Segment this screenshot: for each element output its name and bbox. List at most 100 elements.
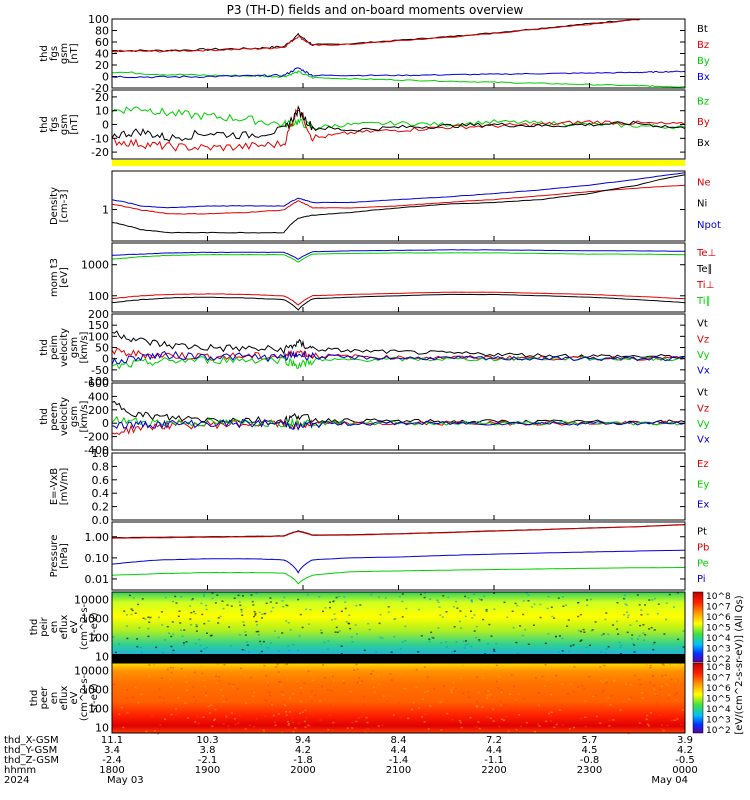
- spectrogram-pixel: [192, 686, 195, 688]
- xaxis-value-z: -0.5: [675, 755, 695, 766]
- spectrogram-pixel: [177, 615, 180, 618]
- spectrogram-pixel: [427, 728, 430, 730]
- spectrogram-pixel: [281, 600, 284, 602]
- spectrogram-pixel: [493, 648, 495, 651]
- spectrogram-pixel: [442, 714, 445, 716]
- spectrogram-pixel: [401, 616, 404, 618]
- ylabel-fgs_gsm_components: gsm: [59, 114, 70, 135]
- ytick-label: -100: [84, 375, 109, 388]
- spectrogram-pixel: [460, 726, 463, 729]
- spectrogram-pixel: [424, 666, 426, 668]
- spectrogram-pixel: [335, 596, 338, 599]
- legend-pressure-0: Pt: [697, 527, 707, 538]
- spectrogram-pixel: [527, 600, 530, 602]
- spectrogram-pixel: [285, 711, 288, 713]
- spectrogram-pixel: [171, 652, 174, 654]
- spectrogram-pixel: [243, 624, 246, 626]
- spectrogram-pixel: [557, 597, 560, 599]
- spectrogram-pixel: [644, 604, 646, 606]
- spectrogram-pixel: [509, 693, 512, 695]
- panel-frame-pressure: [111, 521, 686, 591]
- spectrogram-pixel: [345, 621, 348, 623]
- spectrogram-pixel: [629, 624, 632, 626]
- spectrogram-pixel: [538, 725, 541, 727]
- spectrogram-pixel: [248, 724, 251, 727]
- spectrogram-pixel: [588, 675, 591, 678]
- spectrogram-pixel: [184, 702, 187, 704]
- spectrogram-pixel: [329, 714, 331, 716]
- spectrogram-pixel: [170, 635, 173, 638]
- spectrogram-pixel: [537, 692, 540, 694]
- spectrogram-pixel: [567, 619, 570, 621]
- ylabel-peir_en_eflux: (cm^2-s-: [79, 603, 90, 650]
- spectrogram-pixel: [278, 681, 280, 683]
- spectrogram-pixel: [215, 675, 218, 677]
- spectrogram-pixel: [256, 624, 259, 626]
- spectrogram-pixel: [624, 603, 627, 605]
- spectrogram-pixel: [668, 593, 671, 596]
- xaxis-value-y: 3.4: [104, 745, 120, 756]
- spectrogram-pixel: [585, 646, 588, 649]
- legend-electric_field-2: Ex: [697, 500, 709, 511]
- spectrogram-pixel: [680, 723, 683, 726]
- xaxis-value-y: 4.2: [677, 745, 693, 756]
- spectrogram-pixel: [512, 626, 515, 629]
- spectrogram-pixel: [330, 689, 333, 692]
- spectrogram-pixel: [266, 681, 269, 683]
- spectrogram-pixel: [262, 640, 265, 643]
- spectrogram-pixel: [480, 599, 483, 601]
- spectrogram-pixel: [467, 691, 470, 694]
- spectrogram-pixel: [320, 632, 323, 634]
- spectrogram-pixel: [157, 732, 159, 735]
- ytick-label: 0.6: [92, 474, 110, 487]
- spectrogram-pixel: [274, 721, 276, 723]
- spectrogram-pixel: [662, 729, 665, 732]
- spectrogram-pixel: [236, 688, 239, 690]
- ytick-label: 0.4: [92, 487, 110, 500]
- spectrogram-pixel: [304, 709, 307, 712]
- spectrogram-pixel: [112, 636, 115, 638]
- ytick-label: 0.10: [85, 552, 110, 565]
- spectrogram-pixel: [283, 701, 286, 703]
- spectrogram-pixel: [515, 641, 518, 644]
- spectrogram-pixel: [170, 645, 173, 648]
- spectrogram-pixel: [469, 716, 472, 719]
- spectrogram-pixel: [649, 664, 652, 667]
- spectrogram-pixel: [125, 671, 128, 674]
- ytick-label: 600: [88, 377, 109, 390]
- spectrogram-pixel: [245, 702, 247, 704]
- spectrogram-pixel: [424, 592, 426, 594]
- legend-electric_field-1: Ey: [697, 479, 709, 490]
- spectrogram-pixel: [638, 722, 641, 724]
- spectrogram-pixel: [262, 729, 265, 731]
- spectrogram-pixel: [665, 618, 668, 621]
- xaxis-value-date: May 03: [107, 775, 144, 786]
- colorbar-top: [692, 591, 704, 663]
- spectrogram-pixel: [475, 705, 478, 707]
- spectrogram-pixel: [377, 725, 380, 727]
- xaxis-value-z: -1.8: [293, 755, 313, 766]
- legend-fgs_gsm_total-2: By: [697, 56, 710, 67]
- spectrogram-pixel: [499, 700, 502, 703]
- spectrogram-pixel: [194, 721, 197, 723]
- spectrogram-pixel: [515, 728, 518, 731]
- ytick-label: -50: [91, 364, 109, 377]
- spectrogram-pixel: [577, 602, 579, 604]
- ylabel-peem_velocity: peem: [49, 402, 60, 430]
- spectrogram-pixel: [215, 731, 218, 733]
- spectrogram-peir-image: [112, 592, 685, 662]
- spectrogram-pixel: [275, 731, 278, 733]
- ylabel-peir_en_eflux: peir: [39, 616, 50, 636]
- legend-fgs_gsm_total-3: Bx: [697, 72, 710, 83]
- xaxis-value-y: 4.4: [391, 745, 407, 756]
- spectrogram-pixel: [329, 601, 331, 603]
- spectrogram-pixel: [300, 700, 302, 703]
- spectrogram-pixel: [270, 701, 273, 703]
- spectrogram-pixel: [372, 670, 375, 672]
- spectrogram-pixel: [125, 697, 128, 700]
- spectrogram-pixel: [623, 594, 626, 596]
- ylabel-peim_velocity: velocity: [59, 328, 70, 367]
- spectrogram-pixel: [205, 604, 208, 607]
- spectrogram-pixel: [252, 695, 255, 698]
- series-line-peim_velocity-2: [111, 355, 686, 370]
